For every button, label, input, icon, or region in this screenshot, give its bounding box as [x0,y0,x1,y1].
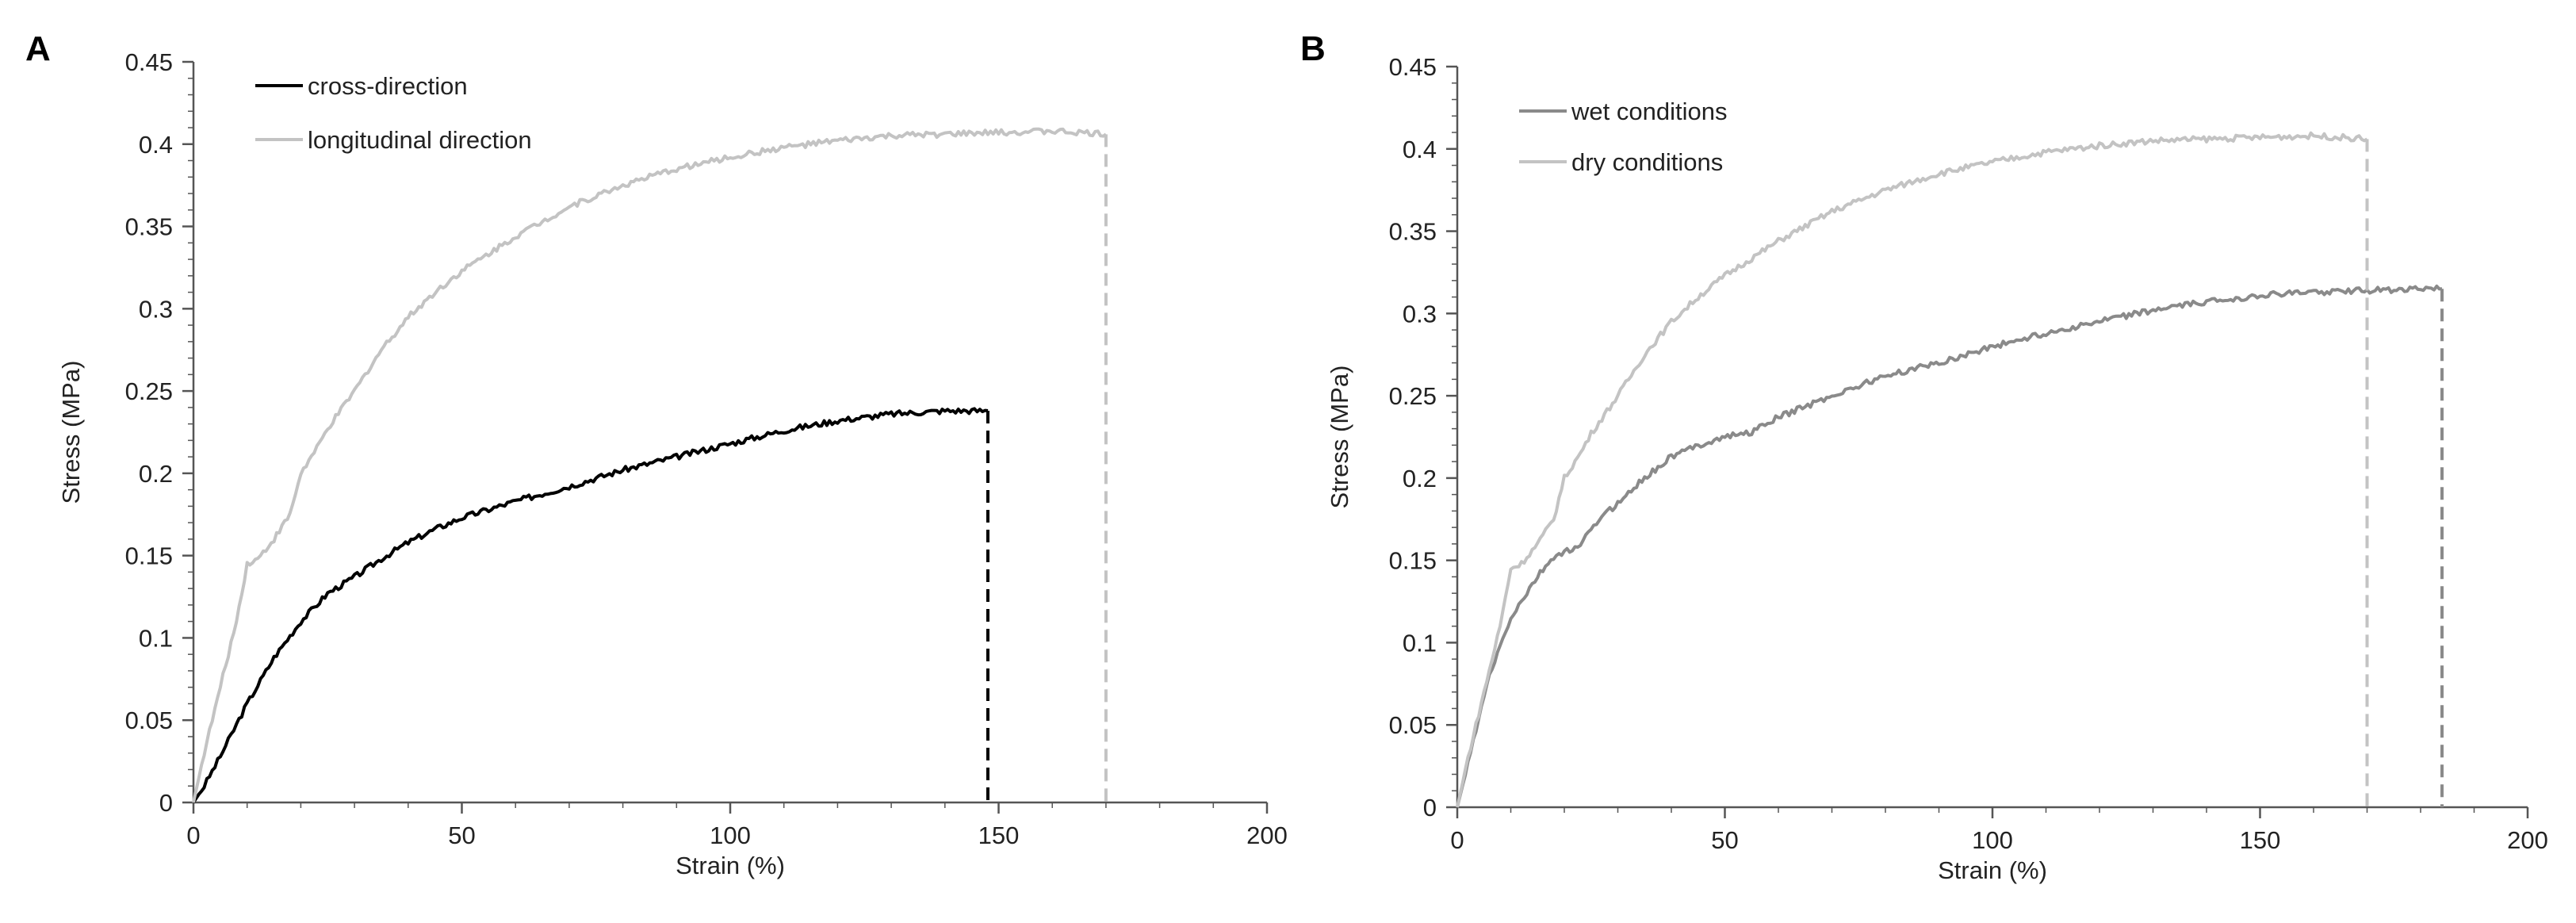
y-tick-label: 0.45 [1389,53,1437,81]
y-tick-label: 0.4 [139,131,173,159]
y-tick-label: 0.3 [139,295,173,323]
y-tick-label: 0.35 [125,213,173,241]
legend-label-cross-direction: cross-direction [308,72,468,100]
x-tick-label: 0 [186,822,200,849]
series-line-longitudinal-direction [192,127,1108,803]
legend-label-longitudinal-direction: longitudinal direction [308,126,532,154]
x-tick-label: 50 [1711,826,1738,854]
series-line-wet-conditions [1456,284,2443,808]
y-tick-label: 0.1 [139,624,173,652]
x-tick-label: 100 [710,822,751,849]
x-tick-label: 150 [978,822,1020,849]
y-tick-label: 0.45 [125,48,173,76]
y-tick-label: 0.4 [1403,136,1437,163]
y-tick-label: 0.2 [139,460,173,488]
y-tick-label: 0.3 [1403,300,1437,327]
y-tick-label: 0 [159,789,173,817]
series-line-dry-conditions [1456,131,2368,808]
y-axis-title: Stress (MPa) [1326,366,1353,509]
y-axis-title: Stress (MPa) [57,361,85,504]
x-tick-label: 150 [2240,826,2281,854]
legend-label-dry-conditions: dry conditions [1571,148,1723,176]
y-tick-label: 0.1 [1403,629,1437,657]
y-tick-label: 0 [1423,794,1437,822]
series-line-cross-direction [192,407,989,804]
x-tick-label: 200 [1246,822,1288,849]
y-tick-label: 0.15 [125,542,173,570]
panel-b: B 0 0.05 0.1 0.15 0.2 0.25 0.3 0.35 0.4 0.45 0 50 100… [1300,29,2548,884]
y-tick-label: 0.05 [125,707,173,734]
x-tick-label: 100 [1972,826,2013,854]
y-tick-label: 0.25 [125,377,173,405]
x-axis-title: Strain (%) [1938,856,2047,884]
x-tick-label: 0 [1450,826,1464,854]
x-tick-label: 200 [2507,826,2548,854]
x-axis-title: Strain (%) [676,852,785,879]
legend-label-wet-conditions: wet conditions [1571,98,1727,125]
panel-a: A 0 0.05 0.1 0.15 0.2 0.25 0.3 0.35 0.4 0.45 0 50 100… [25,29,1288,879]
panel-label: B [1300,29,1326,68]
y-tick-label: 0.25 [1389,382,1437,410]
panel-label: A [25,29,51,68]
x-tick-label: 50 [448,822,475,849]
y-tick-label: 0.2 [1403,465,1437,492]
y-tick-label: 0.05 [1389,711,1437,739]
y-tick-label: 0.15 [1389,547,1437,575]
y-tick-label: 0.35 [1389,218,1437,246]
